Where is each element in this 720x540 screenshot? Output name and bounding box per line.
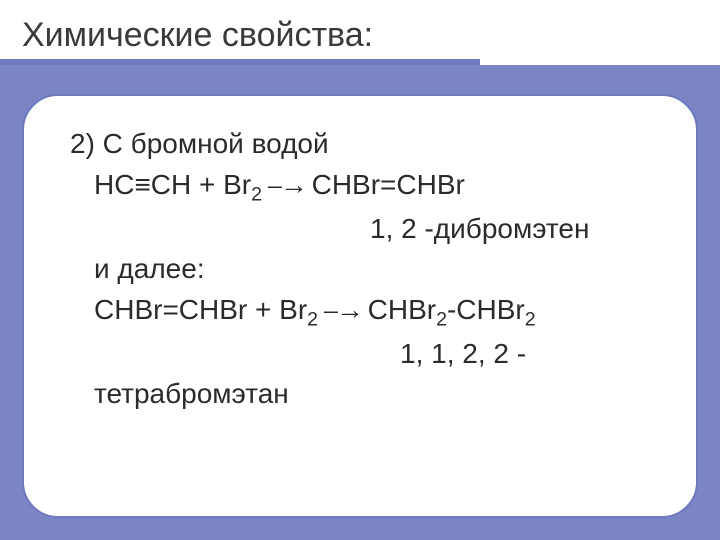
- slide-header: Химические свойства:: [0, 0, 720, 65]
- product2-name-line1: 1, 1, 2, 2 -: [70, 334, 650, 375]
- reaction2-rhs-dash: -CHBr: [447, 294, 525, 325]
- item-label: 2) С бромной водой: [70, 124, 650, 165]
- product1-name: 1, 2 -дибромэтен: [70, 209, 650, 250]
- reaction-1: HC≡CH + Br2 ⎯→ CHBr=CHBr: [70, 165, 650, 209]
- header-underline: [0, 59, 480, 65]
- reaction2-rhs-a: CHBr: [368, 294, 436, 325]
- reaction1-sub1: 2: [251, 183, 262, 205]
- reaction2-lhs: CHBr=CHBr + Br: [94, 294, 307, 325]
- reaction2-rhs-sub-b: 2: [525, 308, 536, 330]
- reaction1-lhs: HC≡CH + Br: [94, 169, 251, 200]
- reaction2-sub1: 2: [307, 308, 318, 330]
- content-block: 2) С бромной водой HC≡CH + Br2 ⎯→ CHBr=C…: [70, 124, 650, 415]
- slide-title: Химические свойства:: [22, 16, 720, 55]
- continuation-label: и далее:: [70, 249, 650, 290]
- product2-name-line2: тетрабромэтан: [70, 374, 650, 415]
- reaction1-arrow: ⎯→: [262, 169, 312, 200]
- reaction2-arrow: ⎯→: [318, 294, 368, 325]
- content-card: 2) С бромной водой HC≡CH + Br2 ⎯→ CHBr=C…: [22, 94, 698, 518]
- reaction1-rhs: CHBr=CHBr: [312, 169, 465, 200]
- reaction2-rhs-sub-a: 2: [436, 308, 447, 330]
- reaction-2: CHBr=CHBr + Br2 ⎯→ CHBr2-CHBr2: [70, 290, 650, 334]
